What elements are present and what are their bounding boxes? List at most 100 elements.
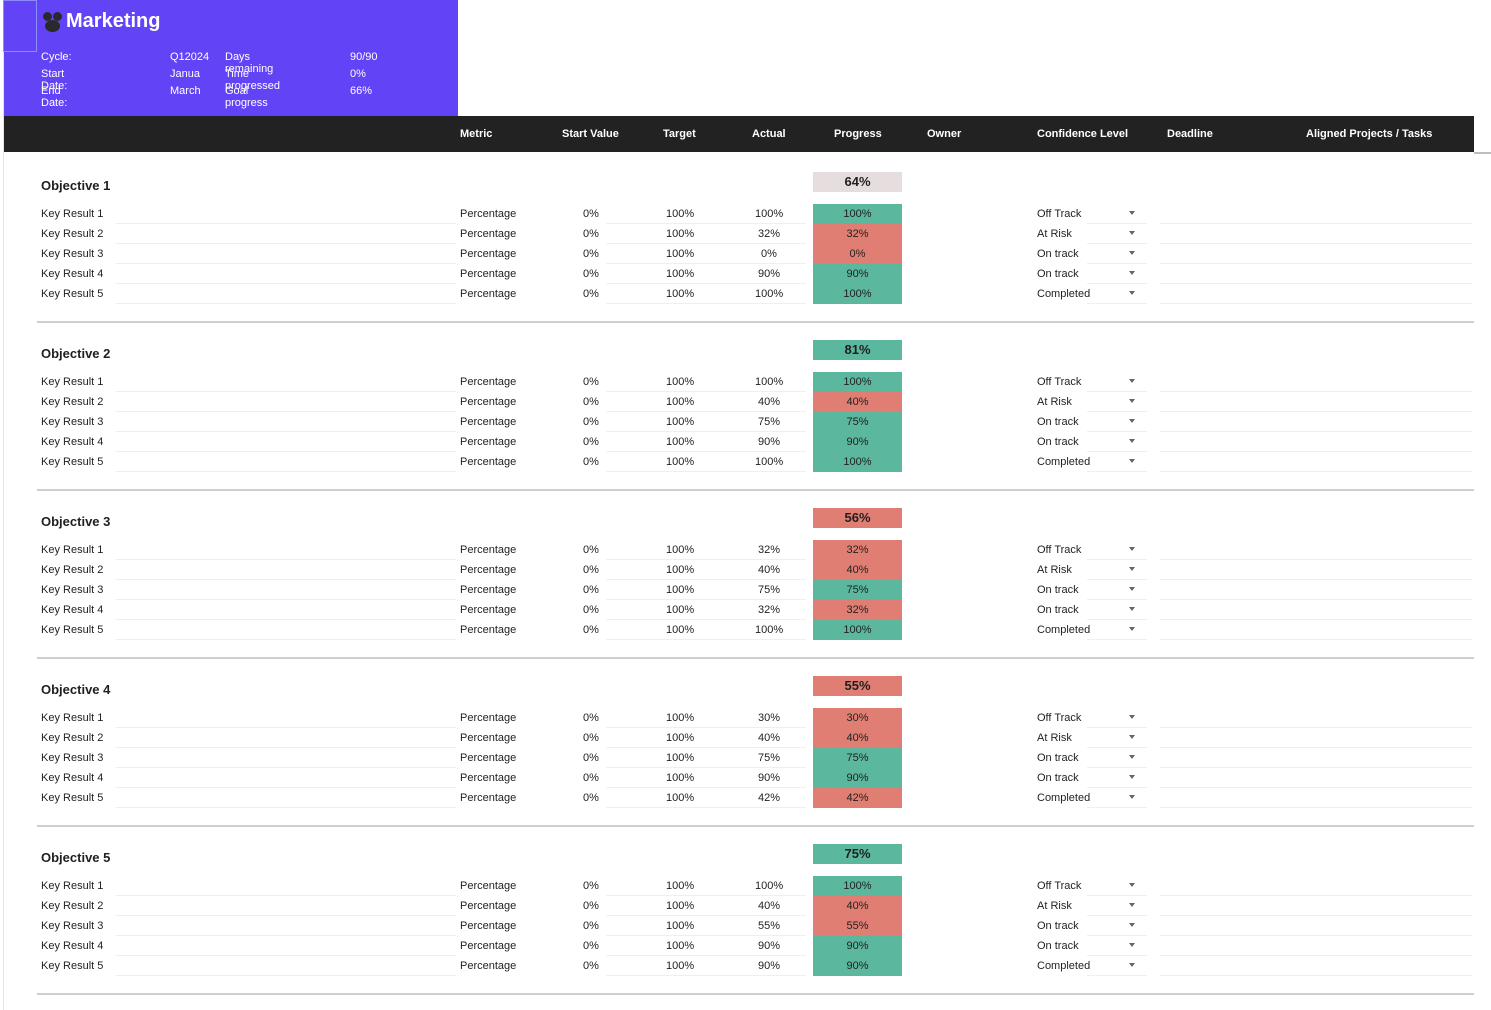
target-cell[interactable]: 100% (666, 752, 695, 764)
confidence-select[interactable]: On track (1037, 248, 1079, 260)
key-result-name[interactable]: Key Result 5 (41, 960, 104, 972)
key-result-row[interactable]: Key Result 1 Percentage 0% 100% 100% 100% Off … (0, 204, 1491, 224)
confidence-select[interactable]: Off Track (1037, 712, 1082, 724)
confidence-select[interactable]: At Risk (1037, 564, 1072, 576)
target-cell[interactable]: 100% (666, 792, 695, 804)
metric-cell[interactable]: Percentage (460, 712, 517, 724)
chevron-down-icon[interactable] (1129, 943, 1135, 947)
chevron-down-icon[interactable] (1129, 291, 1135, 295)
confidence-select[interactable]: At Risk (1037, 732, 1072, 744)
chevron-down-icon[interactable] (1129, 567, 1135, 571)
key-result-row[interactable]: Key Result 2 Percentage 0% 100% 40% 40% At Ris… (0, 728, 1491, 748)
start-value-cell[interactable]: 0% (583, 940, 599, 952)
metric-cell[interactable]: Percentage (460, 208, 517, 220)
confidence-select[interactable]: Completed (1037, 960, 1091, 972)
key-result-row[interactable]: Key Result 1 Percentage 0% 100% 30% 30% Off Tr… (0, 708, 1491, 728)
target-cell[interactable]: 100% (666, 268, 695, 280)
target-cell[interactable]: 100% (666, 940, 695, 952)
start-value-cell[interactable]: 0% (583, 268, 599, 280)
metric-cell[interactable]: Percentage (460, 940, 517, 952)
chevron-down-icon[interactable] (1129, 459, 1135, 463)
metric-cell[interactable]: Percentage (460, 732, 517, 744)
key-result-row[interactable]: Key Result 4 Percentage 0% 100% 90% 90% On tra… (0, 768, 1491, 788)
chevron-down-icon[interactable] (1129, 963, 1135, 967)
start-value-cell[interactable]: 0% (583, 376, 599, 388)
actual-cell[interactable]: 32% (757, 228, 781, 240)
target-cell[interactable]: 100% (666, 456, 695, 468)
key-result-name[interactable]: Key Result 1 (41, 376, 104, 388)
start-value-cell[interactable]: 0% (583, 564, 599, 576)
metric-cell[interactable]: Percentage (460, 772, 517, 784)
confidence-select[interactable]: On track (1037, 772, 1079, 784)
actual-cell[interactable]: 100% (755, 376, 784, 388)
key-result-row[interactable]: Key Result 1 Percentage 0% 100% 32% 32% Off Tr… (0, 540, 1491, 560)
confidence-select[interactable]: Completed (1037, 792, 1091, 804)
confidence-select[interactable]: Completed (1037, 624, 1091, 636)
key-result-row[interactable]: Key Result 3 Percentage 0% 100% 75% 75% On tra… (0, 580, 1491, 600)
key-result-name[interactable]: Key Result 5 (41, 288, 104, 300)
metric-cell[interactable]: Percentage (460, 228, 517, 240)
start-date-value[interactable]: Janua (170, 68, 200, 80)
confidence-select[interactable]: On track (1037, 416, 1079, 428)
start-value-cell[interactable]: 0% (583, 544, 599, 556)
chevron-down-icon[interactable] (1129, 795, 1135, 799)
key-result-row[interactable]: Key Result 5 Percentage 0% 100% 90% 90% Comple… (0, 956, 1491, 976)
key-result-name[interactable]: Key Result 5 (41, 792, 104, 804)
actual-cell[interactable]: 55% (757, 920, 781, 932)
key-result-row[interactable]: Key Result 3 Percentage 0% 100% 55% 55% On tra… (0, 916, 1491, 936)
actual-cell[interactable]: 100% (755, 624, 784, 636)
target-cell[interactable]: 100% (666, 732, 695, 744)
key-result-row[interactable]: Key Result 3 Percentage 0% 100% 75% 75% On tra… (0, 748, 1491, 768)
confidence-select[interactable]: On track (1037, 920, 1079, 932)
key-result-name[interactable]: Key Result 5 (41, 456, 104, 468)
key-result-name[interactable]: Key Result 1 (41, 544, 104, 556)
key-result-name[interactable]: Key Result 3 (41, 584, 104, 596)
start-value-cell[interactable]: 0% (583, 920, 599, 932)
metric-cell[interactable]: Percentage (460, 604, 517, 616)
actual-cell[interactable]: 30% (757, 712, 781, 724)
metric-cell[interactable]: Percentage (460, 960, 517, 972)
target-cell[interactable]: 100% (666, 900, 695, 912)
key-result-row[interactable]: Key Result 2 Percentage 0% 100% 40% 40% At Ris… (0, 560, 1491, 580)
confidence-select[interactable]: On track (1037, 940, 1079, 952)
chevron-down-icon[interactable] (1129, 903, 1135, 907)
key-result-name[interactable]: Key Result 2 (41, 396, 104, 408)
target-cell[interactable]: 100% (666, 624, 695, 636)
key-result-name[interactable]: Key Result 2 (41, 564, 104, 576)
actual-cell[interactable]: 75% (757, 584, 781, 596)
metric-cell[interactable]: Percentage (460, 544, 517, 556)
key-result-name[interactable]: Key Result 1 (41, 208, 104, 220)
actual-cell[interactable]: 40% (757, 732, 781, 744)
key-result-row[interactable]: Key Result 5 Percentage 0% 100% 100% 100% Comp… (0, 284, 1491, 304)
key-result-name[interactable]: Key Result 3 (41, 752, 104, 764)
chevron-down-icon[interactable] (1129, 627, 1135, 631)
target-cell[interactable]: 100% (666, 396, 695, 408)
start-value-cell[interactable]: 0% (583, 772, 599, 784)
key-result-row[interactable]: Key Result 5 Percentage 0% 100% 100% 100% Comp… (0, 452, 1491, 472)
metric-cell[interactable]: Percentage (460, 564, 517, 576)
chevron-down-icon[interactable] (1129, 715, 1135, 719)
chevron-down-icon[interactable] (1129, 271, 1135, 275)
target-cell[interactable]: 100% (666, 228, 695, 240)
actual-cell[interactable]: 100% (755, 208, 784, 220)
start-value-cell[interactable]: 0% (583, 456, 599, 468)
key-result-name[interactable]: Key Result 2 (41, 900, 104, 912)
start-value-cell[interactable]: 0% (583, 880, 599, 892)
actual-cell[interactable]: 90% (757, 960, 781, 972)
key-result-name[interactable]: Key Result 2 (41, 228, 104, 240)
key-result-name[interactable]: Key Result 3 (41, 248, 104, 260)
start-value-cell[interactable]: 0% (583, 208, 599, 220)
start-value-cell[interactable]: 0% (583, 604, 599, 616)
key-result-row[interactable]: Key Result 2 Percentage 0% 100% 40% 40% At Ris… (0, 896, 1491, 916)
target-cell[interactable]: 100% (666, 376, 695, 388)
start-value-cell[interactable]: 0% (583, 624, 599, 636)
confidence-select[interactable]: Off Track (1037, 880, 1082, 892)
metric-cell[interactable]: Percentage (460, 248, 517, 260)
target-cell[interactable]: 100% (666, 208, 695, 220)
chevron-down-icon[interactable] (1129, 883, 1135, 887)
key-result-row[interactable]: Key Result 4 Percentage 0% 100% 90% 90% On tra… (0, 432, 1491, 452)
key-result-row[interactable]: Key Result 1 Percentage 0% 100% 100% 100% Off … (0, 372, 1491, 392)
confidence-select[interactable]: Completed (1037, 288, 1091, 300)
actual-cell[interactable]: 32% (757, 604, 781, 616)
actual-cell[interactable]: 90% (757, 940, 781, 952)
